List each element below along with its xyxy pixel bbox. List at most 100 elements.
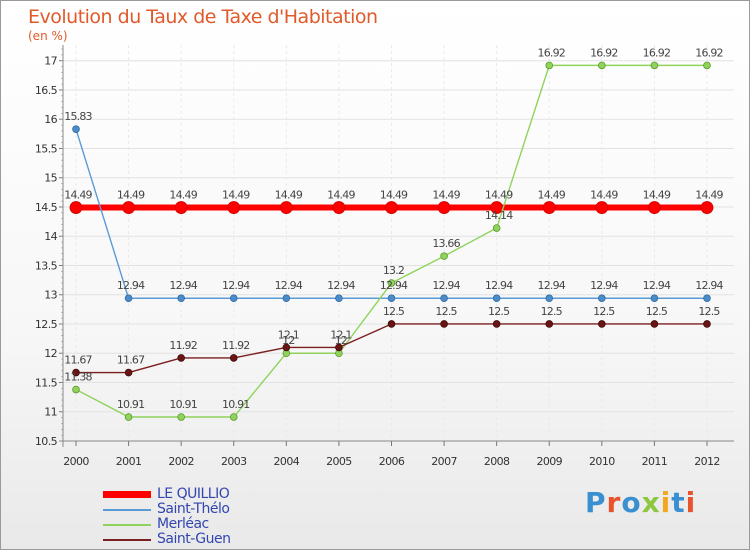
- y-tick-label: 16: [44, 113, 57, 126]
- data-point-merleac: [440, 252, 448, 260]
- data-label: 12.1: [330, 328, 351, 341]
- data-label: 12.5: [383, 305, 405, 318]
- data-label: 11.67: [64, 354, 92, 367]
- x-tick-label: 2010: [589, 455, 615, 468]
- legend-swatch: [103, 524, 151, 526]
- data-label: 12.94: [275, 279, 303, 292]
- data-label: 12.5: [698, 305, 720, 318]
- legend-swatch: [103, 509, 151, 511]
- data-label: 14.49: [538, 189, 566, 202]
- data-label: 14.49: [117, 189, 145, 202]
- data-point-saint-guen: [177, 354, 185, 362]
- data-label: 12.94: [695, 279, 723, 292]
- data-label: 12: [282, 334, 294, 347]
- data-point-saint-thelo: [72, 125, 80, 133]
- y-tick-label: 12.5: [35, 318, 58, 331]
- data-label: 15.83: [64, 110, 92, 123]
- data-point-saint-thelo: [387, 294, 396, 303]
- data-point-merleac: [545, 61, 554, 70]
- data-label: 11.38: [64, 371, 92, 384]
- data-point-saint-thelo: [703, 294, 711, 303]
- data-point-saint-thelo: [282, 294, 291, 303]
- axes: 10.5 11 11.5 12 12.5 13 13.5 14 14.5 15 15.5 16 16.5…: [35, 45, 734, 468]
- data-label: 10.91: [222, 398, 250, 411]
- data-label: 10.91: [117, 398, 145, 411]
- data-point-saint-thelo: [229, 294, 238, 303]
- brand-letter: r: [606, 486, 622, 519]
- data-label: 14.49: [64, 189, 92, 202]
- data-point-le-quillio: [595, 201, 609, 214]
- x-tick-label: 2000: [63, 455, 89, 468]
- data-label: 12: [335, 334, 347, 347]
- data-point-saint-guen: [387, 320, 396, 328]
- data-label: 12.5: [488, 305, 510, 318]
- data-point-le-quillio: [542, 201, 556, 214]
- data-point-saint-thelo: [650, 294, 659, 303]
- y-tick-label: 10.5: [35, 435, 58, 448]
- data-point-le-quillio: [437, 201, 451, 214]
- data-label: 14.49: [380, 189, 408, 202]
- data-label: 12.94: [169, 279, 197, 292]
- y-tick-label: 12: [44, 347, 57, 360]
- brand-logo: Proxiti: [585, 486, 696, 519]
- x-tick-label: 2003: [221, 455, 247, 468]
- y-unit-label: (en %): [28, 29, 68, 43]
- x-tick-label: 2012: [694, 455, 720, 468]
- data-point-merleac: [598, 61, 606, 70]
- data-point-le-quillio: [279, 201, 293, 214]
- y-tick-label: 11: [44, 406, 57, 419]
- data-point-saint-thelo: [177, 294, 185, 303]
- data-point-saint-thelo: [545, 294, 554, 303]
- y-tick-label: 14.5: [35, 201, 58, 214]
- data-point-merleac: [229, 413, 238, 421]
- data-label: 16.92: [643, 46, 671, 59]
- data-point-saint-guen: [492, 320, 501, 328]
- data-point-saint-thelo: [335, 294, 343, 303]
- data-label: 13.66: [432, 237, 460, 250]
- data-label: 13.2: [383, 264, 404, 277]
- x-tick-label: 2004: [274, 455, 300, 468]
- legend-item: Saint-Thélo: [103, 501, 343, 517]
- data-labels: 14.49 14.49 14.49 14.49 14.49 14.49 14.49 14.49…: [64, 46, 724, 411]
- data-point-merleac: [177, 413, 185, 421]
- data-point-saint-thelo: [124, 294, 133, 303]
- legend-label: Merléac: [157, 516, 209, 532]
- data-point-le-quillio: [69, 201, 83, 214]
- data-label: 12.94: [117, 279, 145, 292]
- data-point-merleac: [72, 385, 80, 394]
- data-label: 12.5: [541, 305, 563, 318]
- data-label: 12.94: [380, 279, 408, 292]
- y-tick-label: 15: [44, 172, 57, 185]
- data-point-le-quillio: [332, 201, 346, 214]
- data-point-saint-guen: [335, 343, 343, 352]
- data-point-saint-thelo: [598, 294, 606, 303]
- data-label: 12.94: [643, 279, 671, 292]
- legend: LE QUILLIO Saint-Thélo Merléac Saint-Guen: [103, 486, 343, 547]
- data-point-le-quillio: [385, 201, 398, 214]
- data-point-saint-thelo: [440, 294, 448, 303]
- data-label: 10.91: [169, 398, 197, 411]
- data-label: 16.92: [590, 46, 618, 59]
- data-point-saint-guen: [124, 368, 133, 377]
- data-label: 12.94: [432, 279, 460, 292]
- series-layer: [69, 61, 714, 421]
- x-tick-label: 2006: [379, 455, 405, 468]
- data-label: 14.49: [275, 189, 303, 202]
- legend-item: Merléac: [103, 516, 343, 532]
- data-point-merleac: [650, 61, 659, 70]
- legend-label: LE QUILLIO: [157, 486, 230, 502]
- data-point-saint-guen: [282, 343, 291, 352]
- data-label: 14.49: [432, 189, 460, 202]
- data-label: 11.67: [117, 354, 145, 367]
- data-label: 14.49: [590, 189, 618, 202]
- data-point-le-quillio: [700, 201, 714, 214]
- y-tick-label: 13: [44, 289, 57, 302]
- brand-letter: x: [641, 486, 661, 519]
- chart-title: Evolution du Taux de Taxe d'Habitation: [28, 6, 378, 28]
- brand-letter: o: [621, 486, 642, 519]
- y-tick-label: 17: [44, 55, 57, 68]
- y-tick-label: 16.5: [35, 84, 58, 97]
- data-label: 12.1: [278, 328, 299, 341]
